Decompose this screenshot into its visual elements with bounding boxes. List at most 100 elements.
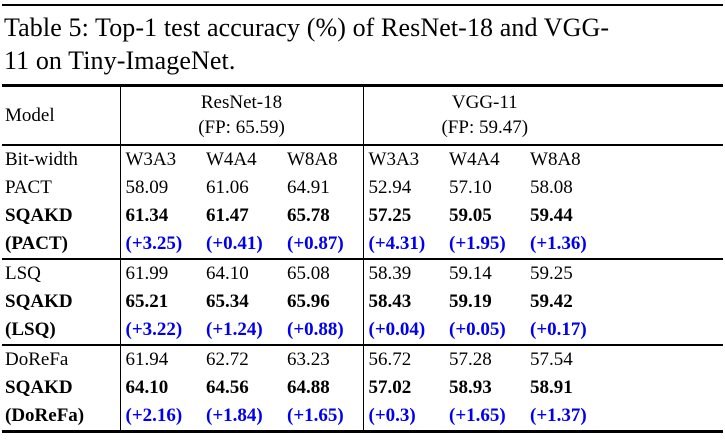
- table-row-sqakd-lsq: SQAKD 65.21 65.34 65.96 58.43 59.19 59.4…: [2, 288, 723, 316]
- table-row-sqakd-pact: SQAKD 61.34 61.47 65.78 57.25 59.05 59.4…: [2, 202, 723, 230]
- delta-cell: (+1.24): [201, 316, 282, 346]
- spacer: [606, 259, 723, 288]
- row-label: SQAKD: [5, 291, 73, 312]
- bitwidth-cell: W8A8: [530, 149, 581, 170]
- spacer: [606, 85, 723, 146]
- delta-cell: (+0.41): [201, 230, 282, 260]
- model-header: Model: [2, 85, 120, 146]
- metric-cell: 57.54: [530, 349, 573, 370]
- table-row-delta-pact: (PACT) (+3.25) (+0.41) (+0.87) (+4.31) (…: [2, 230, 723, 260]
- metric-cell: 61.47: [206, 205, 249, 226]
- resnet-header: ResNet-18 (FP: 65.59): [119, 85, 364, 146]
- spacer: [606, 174, 723, 202]
- delta-cell: (+4.31): [362, 230, 445, 260]
- metric-cell: 65.96: [287, 291, 330, 312]
- metric-cell: 59.42: [530, 291, 573, 312]
- metric-cell: 61.06: [206, 177, 249, 198]
- delta-cell: (+0.3): [362, 402, 445, 432]
- delta-cell: (+0.88): [282, 316, 364, 346]
- delta-cell: (+1.95): [444, 230, 526, 260]
- metric-cell: 58.91: [530, 377, 573, 398]
- delta-cell: (+1.65): [449, 405, 506, 426]
- resnet-name: ResNet-18: [200, 92, 283, 113]
- spacer: [606, 345, 723, 374]
- caption-line-2: 11 on Tiny-ImageNet.: [4, 46, 236, 75]
- metric-cell: 59.25: [530, 263, 573, 284]
- vgg-header: VGG-11 (FP: 59.47): [362, 85, 607, 146]
- metric-cell: 64.91: [287, 177, 330, 198]
- spacer: [606, 230, 723, 260]
- metric-cell: 61.99: [119, 259, 201, 288]
- metric-cell: 63.23: [287, 349, 330, 370]
- spacer: [606, 316, 723, 346]
- delta-cell: (+0.17): [525, 316, 607, 346]
- metric-cell: 65.08: [287, 263, 330, 284]
- vgg-fp: (FP: 59.47): [441, 117, 529, 138]
- delta-cell: (+0.87): [282, 230, 364, 260]
- row-label: SQAKD: [5, 205, 73, 226]
- row-label: Bit-width: [5, 149, 78, 170]
- metric-cell: 59.05: [449, 205, 492, 226]
- table-caption: Table 5: Top-1 test accuracy (%) of ResN…: [2, 6, 723, 84]
- bitwidth-cell: W3A3: [362, 145, 445, 174]
- bitwidth-cell: W8A8: [287, 149, 338, 170]
- row-label: DoReFa: [5, 349, 69, 370]
- table-row-dorefa: DoReFa 61.94 62.72 63.23 56.72 57.28 57.…: [2, 345, 723, 374]
- metric-cell: 61.94: [119, 345, 201, 374]
- delta-cell: (+0.05): [444, 316, 526, 346]
- top-rule: [2, 4, 723, 6]
- bitwidth-cell: W4A4: [449, 149, 500, 170]
- row-label: SQAKD: [5, 377, 73, 398]
- metric-cell: 58.39: [362, 259, 445, 288]
- delta-cell: (+1.37): [530, 405, 587, 426]
- metric-cell: 58.08: [530, 177, 573, 198]
- metric-cell: 59.44: [530, 205, 573, 226]
- metric-cell: 65.21: [119, 288, 201, 316]
- metric-cell: 58.43: [362, 288, 445, 316]
- delta-cell: (+0.04): [362, 316, 445, 346]
- metric-cell: 57.25: [362, 202, 445, 230]
- metric-cell: 59.14: [449, 263, 492, 284]
- metric-cell: 62.72: [206, 349, 249, 370]
- table-row-delta-dorefa: (DoReFa) (+2.16) (+1.84) (+1.65) (+0.3) …: [2, 402, 723, 432]
- spacer: [606, 288, 723, 316]
- table-row-pact: PACT 58.09 61.06 64.91 52.94 57.10 58.08: [2, 174, 723, 202]
- table-row-delta-lsq: (LSQ) (+3.22) (+1.24) (+0.88) (+0.04) (+…: [2, 316, 723, 346]
- metric-cell: 56.72: [362, 345, 445, 374]
- metric-cell: 64.10: [206, 263, 249, 284]
- metric-cell: 64.56: [206, 377, 249, 398]
- metric-cell: 58.93: [449, 377, 492, 398]
- delta-cell: (+1.84): [206, 405, 263, 426]
- vgg-name: VGG-11: [451, 92, 518, 113]
- row-label: (PACT): [2, 230, 120, 260]
- bitwidth-cell: W3A3: [119, 145, 201, 174]
- resnet-fp: (FP: 65.59): [198, 117, 285, 138]
- metric-cell: 65.78: [287, 205, 330, 226]
- metric-cell: 59.19: [449, 291, 492, 312]
- caption-line-1: Table 5: Top-1 test accuracy (%) of ResN…: [4, 13, 610, 42]
- row-label: PACT: [5, 177, 52, 198]
- metric-cell: 64.88: [287, 377, 330, 398]
- metric-cell: 57.02: [362, 374, 445, 402]
- spacer: [606, 202, 723, 230]
- bitwidth-cell: W4A4: [206, 149, 257, 170]
- row-label: (LSQ): [2, 316, 120, 346]
- results-table: Model ResNet-18 (FP: 65.59) VGG-11 (FP: …: [2, 84, 723, 433]
- spacer: [606, 402, 723, 432]
- table-header-row: Model ResNet-18 (FP: 65.59) VGG-11 (FP: …: [2, 85, 723, 146]
- table-row-sqakd-dorefa: SQAKD 64.10 64.56 64.88 57.02 58.93 58.9…: [2, 374, 723, 402]
- delta-cell: (+3.22): [119, 316, 201, 346]
- bitwidth-row: Bit-width W3A3 W4A4 W8A8 W3A3 W4A4 W8A8: [2, 145, 723, 174]
- row-label: (DoReFa): [5, 405, 85, 426]
- metric-cell: 65.34: [206, 291, 249, 312]
- delta-cell: (+2.16): [119, 402, 201, 432]
- spacer: [606, 374, 723, 402]
- metric-cell: 64.10: [119, 374, 201, 402]
- metric-cell: 57.10: [449, 177, 492, 198]
- row-label: LSQ: [5, 263, 41, 284]
- delta-cell: (+3.25): [119, 230, 201, 260]
- table-row-lsq: LSQ 61.99 64.10 65.08 58.39 59.14 59.25: [2, 259, 723, 288]
- delta-cell: (+1.65): [287, 405, 344, 426]
- metric-cell: 52.94: [362, 174, 445, 202]
